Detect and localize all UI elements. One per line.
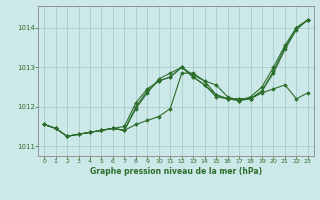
- X-axis label: Graphe pression niveau de la mer (hPa): Graphe pression niveau de la mer (hPa): [90, 167, 262, 176]
